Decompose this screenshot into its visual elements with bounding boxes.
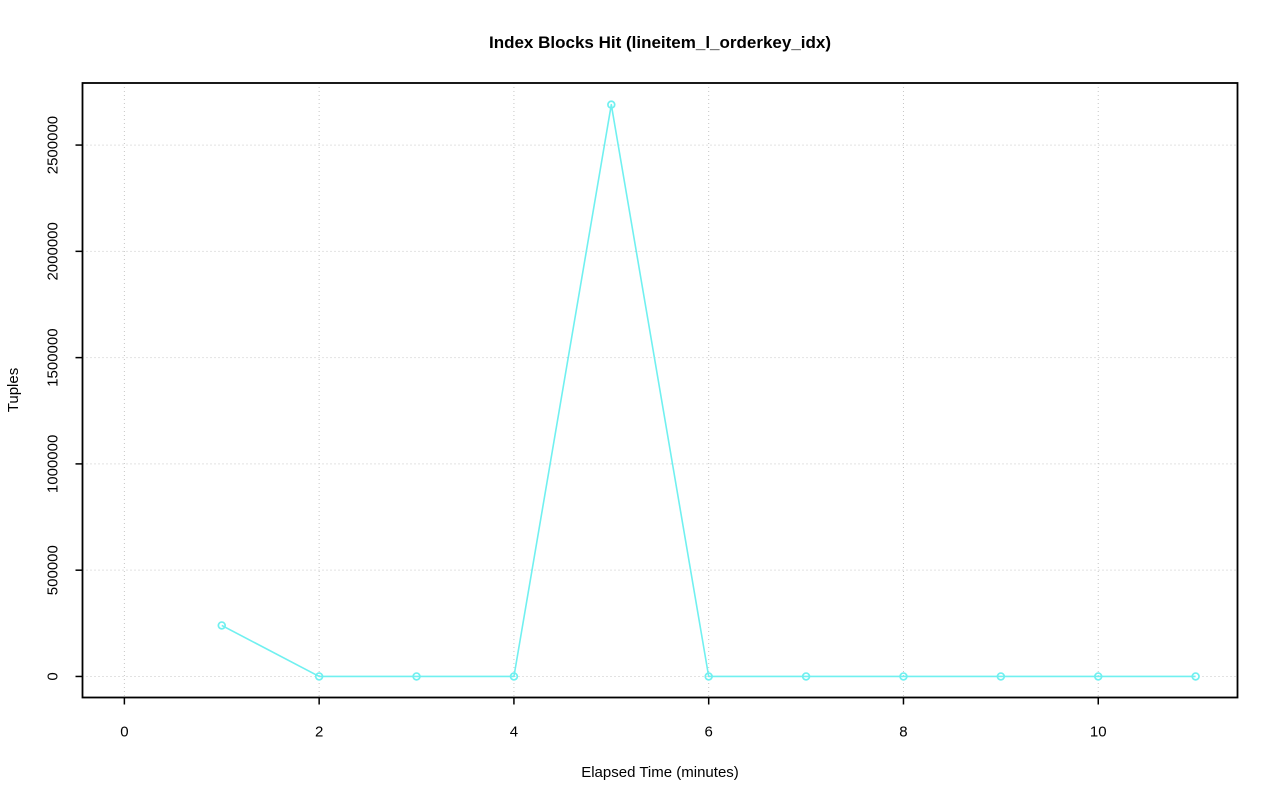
data-point-marker: [607, 100, 616, 109]
y-tick-label: 1000000: [45, 435, 62, 493]
y-tick-label: 1500000: [45, 328, 62, 386]
data-point-marker: [412, 672, 421, 681]
x-tick-label: 6: [705, 724, 713, 741]
data-point-marker: [801, 672, 811, 681]
data-point-marker: [704, 672, 713, 681]
x-tick-label: 4: [510, 724, 518, 741]
x-axis-label: Elapsed Time (minutes): [581, 764, 739, 781]
y-tick-label: 2000000: [45, 222, 62, 280]
data-point-marker: [217, 621, 227, 630]
data-point-marker: [509, 672, 519, 681]
y-tick-label: 2500000: [45, 116, 62, 174]
y-tick-label: 0: [45, 672, 62, 680]
series-line: [221, 103, 1196, 678]
y-tick-label: 500000: [45, 545, 62, 595]
data-point-marker: [314, 672, 324, 681]
y-axis-label: Tuples: [5, 368, 22, 412]
x-tick-label: 0: [120, 724, 128, 741]
chart-title: Index Blocks Hit (lineitem_l_orderkey_id…: [489, 33, 831, 52]
x-tick-label: 2: [315, 724, 323, 741]
plot-border: [81, 82, 1239, 699]
x-tick-label: 8: [899, 724, 907, 741]
data-point-marker: [899, 672, 908, 681]
data-point-marker: [1093, 672, 1103, 681]
grid-lines: [82, 83, 1238, 698]
plot-box: [81, 82, 1239, 699]
data-series: [217, 100, 1200, 681]
x-tick-label: 10: [1090, 724, 1107, 741]
data-point-marker: [996, 672, 1006, 681]
data-point-marker: [1191, 672, 1200, 681]
axis-ticks: 0 2 4 6 8 10 0 500000 1000000 1500000 2000000 25000…: [45, 116, 1107, 741]
